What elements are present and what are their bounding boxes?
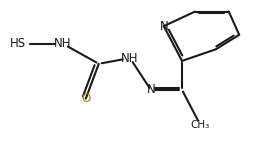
Text: O: O — [81, 92, 90, 105]
Text: N: N — [159, 20, 168, 33]
Text: HS: HS — [10, 37, 26, 50]
Text: NH: NH — [121, 51, 139, 65]
Text: CH₃: CH₃ — [191, 120, 210, 130]
Text: NH: NH — [54, 37, 71, 50]
Text: N: N — [146, 83, 155, 96]
